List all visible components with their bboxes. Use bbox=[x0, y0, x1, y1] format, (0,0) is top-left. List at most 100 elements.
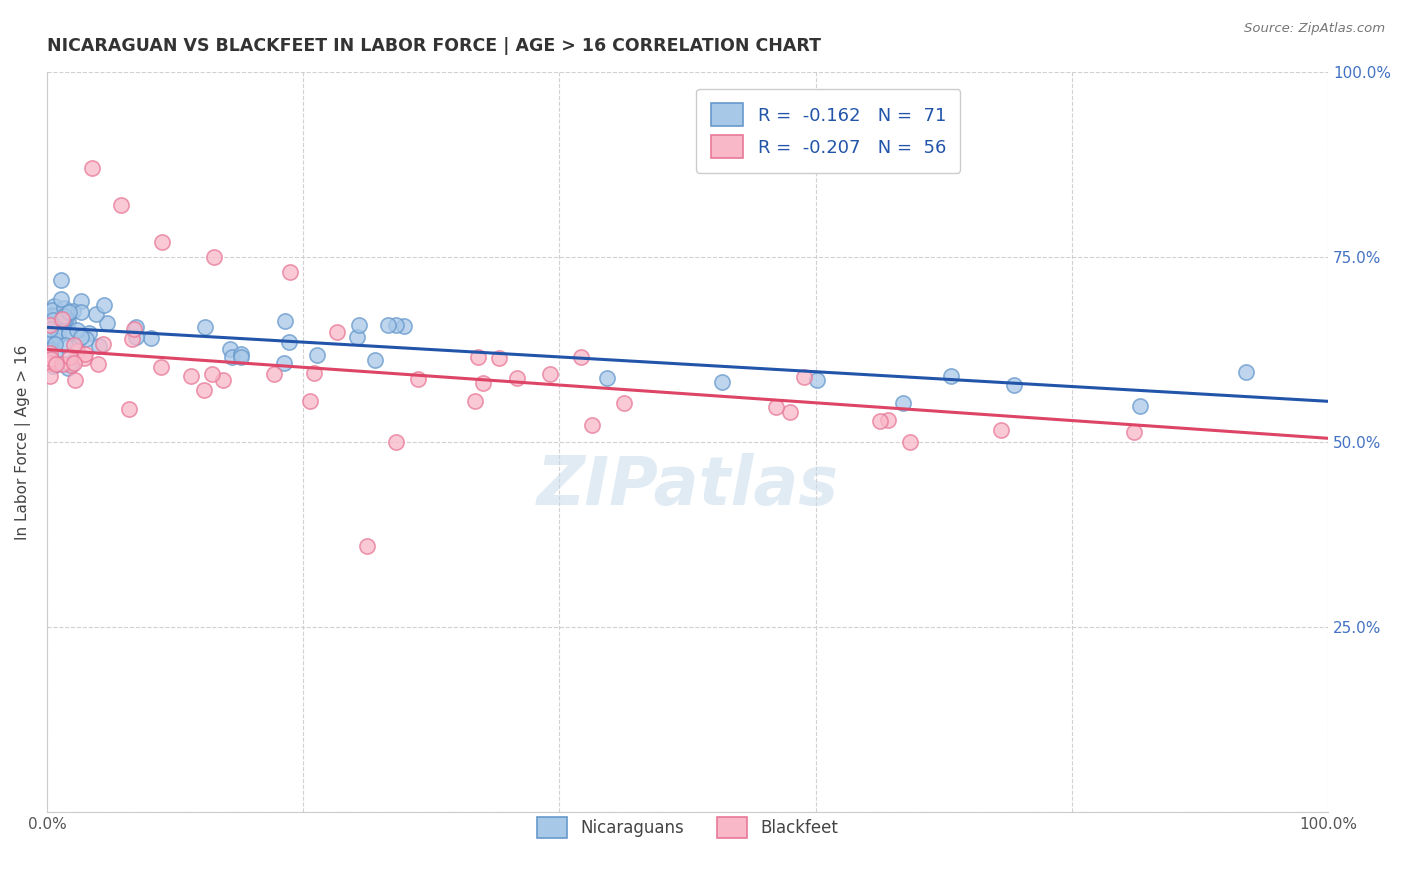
Point bbox=[212, 373, 235, 387]
Point bbox=[356, 539, 378, 553]
Point bbox=[467, 350, 489, 364]
Point bbox=[56, 361, 79, 376]
Point bbox=[89, 339, 111, 353]
Point bbox=[52, 312, 75, 326]
Point bbox=[1122, 425, 1144, 439]
Point bbox=[569, 350, 592, 364]
Point bbox=[56, 315, 79, 329]
Point bbox=[893, 395, 915, 409]
Point bbox=[406, 372, 429, 386]
Point bbox=[394, 318, 416, 333]
Point bbox=[506, 370, 529, 384]
Point bbox=[280, 265, 302, 279]
Point bbox=[41, 308, 63, 322]
Point bbox=[75, 332, 97, 346]
Point bbox=[326, 325, 349, 339]
Point bbox=[122, 322, 145, 336]
Point bbox=[44, 332, 66, 346]
Point bbox=[876, 413, 898, 427]
Point bbox=[150, 359, 173, 374]
Point bbox=[37, 346, 59, 360]
Point bbox=[62, 304, 84, 318]
Point bbox=[73, 347, 96, 361]
Point bbox=[58, 305, 80, 319]
Point bbox=[488, 351, 510, 366]
Point bbox=[38, 368, 60, 383]
Point bbox=[66, 323, 89, 337]
Point bbox=[273, 356, 295, 370]
Point bbox=[221, 350, 243, 364]
Point bbox=[180, 369, 202, 384]
Point bbox=[96, 316, 118, 330]
Point bbox=[219, 342, 242, 356]
Point bbox=[52, 301, 75, 315]
Point bbox=[121, 331, 143, 345]
Point bbox=[41, 316, 63, 330]
Point bbox=[93, 298, 115, 312]
Point bbox=[263, 367, 285, 381]
Point bbox=[150, 235, 173, 250]
Point bbox=[538, 367, 561, 381]
Point bbox=[37, 343, 59, 357]
Point bbox=[193, 384, 215, 398]
Point bbox=[110, 198, 132, 212]
Point bbox=[59, 350, 82, 364]
Point bbox=[80, 161, 103, 176]
Text: NICARAGUAN VS BLACKFEET IN LABOR FORCE | AGE > 16 CORRELATION CHART: NICARAGUAN VS BLACKFEET IN LABOR FORCE |… bbox=[46, 37, 821, 55]
Point bbox=[38, 327, 60, 342]
Point bbox=[139, 331, 162, 345]
Point bbox=[70, 305, 93, 319]
Point bbox=[59, 358, 82, 372]
Point bbox=[44, 345, 66, 359]
Point bbox=[1002, 377, 1025, 392]
Point bbox=[779, 405, 801, 419]
Point bbox=[302, 366, 325, 380]
Point bbox=[66, 340, 89, 354]
Point bbox=[53, 338, 76, 352]
Point bbox=[274, 314, 297, 328]
Point bbox=[55, 311, 77, 326]
Point bbox=[38, 321, 60, 335]
Point bbox=[125, 320, 148, 334]
Point bbox=[349, 318, 371, 333]
Point bbox=[384, 318, 406, 332]
Point bbox=[464, 393, 486, 408]
Point bbox=[87, 357, 110, 371]
Point bbox=[51, 311, 73, 326]
Point bbox=[44, 299, 66, 313]
Point bbox=[1129, 399, 1152, 413]
Point bbox=[46, 325, 69, 339]
Point bbox=[363, 353, 385, 368]
Point bbox=[201, 367, 224, 381]
Point bbox=[58, 326, 80, 340]
Point bbox=[118, 402, 141, 417]
Point bbox=[194, 320, 217, 334]
Point bbox=[278, 334, 301, 349]
Point bbox=[38, 356, 60, 370]
Point bbox=[202, 250, 225, 264]
Y-axis label: In Labor Force | Age > 16: In Labor Force | Age > 16 bbox=[15, 344, 31, 540]
Point bbox=[45, 357, 67, 371]
Point bbox=[63, 338, 86, 352]
Point bbox=[69, 330, 91, 344]
Point bbox=[377, 318, 399, 333]
Point bbox=[65, 343, 87, 358]
Point bbox=[346, 330, 368, 344]
Point bbox=[869, 414, 891, 428]
Point bbox=[581, 417, 603, 432]
Point bbox=[39, 316, 62, 330]
Point bbox=[125, 330, 148, 344]
Point bbox=[471, 376, 494, 391]
Point bbox=[73, 351, 96, 365]
Point bbox=[613, 396, 636, 410]
Point bbox=[38, 356, 60, 370]
Point bbox=[45, 357, 67, 371]
Point bbox=[42, 309, 65, 323]
Point bbox=[41, 302, 63, 317]
Point bbox=[231, 350, 253, 364]
Point bbox=[51, 292, 73, 306]
Point bbox=[51, 357, 73, 371]
Point bbox=[59, 358, 82, 372]
Point bbox=[792, 370, 814, 384]
Point bbox=[58, 326, 80, 341]
